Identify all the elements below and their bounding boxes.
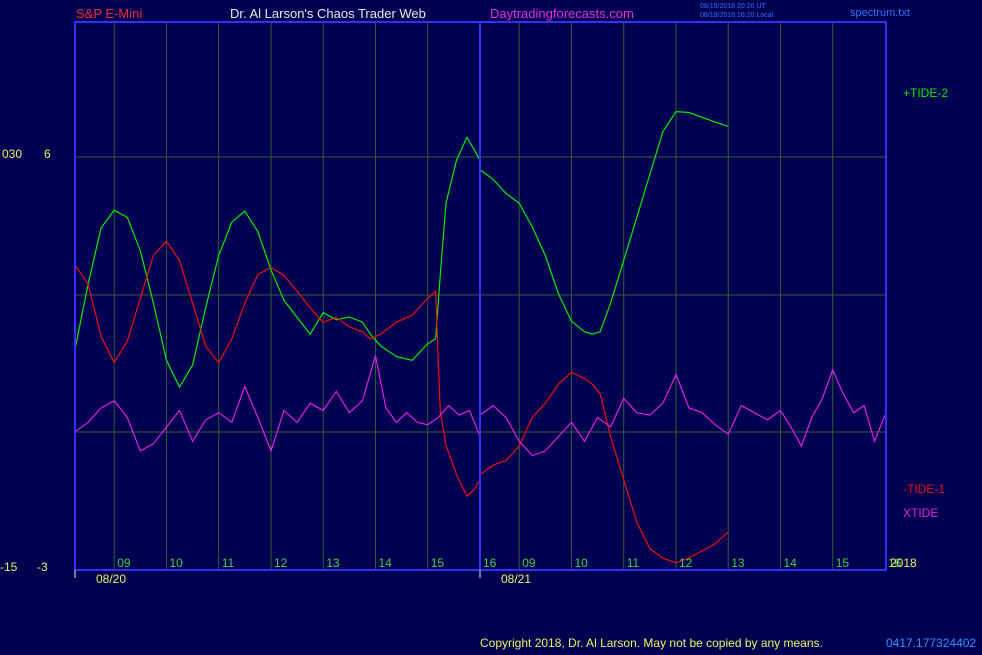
day-label-0: 08/20 xyxy=(96,572,126,586)
copyright-text: Copyright 2018, Dr. Al Larson. May not b… xyxy=(480,636,823,650)
hour-tick-label: 09 xyxy=(117,556,131,570)
series-line-0 xyxy=(74,110,729,389)
frame-layer xyxy=(74,21,887,578)
tick-label-layer: 09 10 11 12 13 14 15 16 09 10 11 12 13 14 15 16 xyxy=(117,556,901,570)
hour-tick-label: 10 xyxy=(574,556,588,570)
hour-tick-label: 16 xyxy=(483,556,497,570)
hour-tick-label: 14 xyxy=(783,556,797,570)
y-label-lower-right: -3 xyxy=(37,560,48,574)
hour-tick-label: 13 xyxy=(326,556,340,570)
series-line-1 xyxy=(74,240,729,564)
timestamp-ut: 08/19/2018 20:20 UT xyxy=(700,3,766,10)
day-label-1: 08/21 xyxy=(501,572,531,586)
hour-tick-label: 15 xyxy=(836,556,850,570)
symbol-label: S&P E-Mini xyxy=(76,6,142,21)
hour-tick-label: 11 xyxy=(627,556,640,570)
hour-tick-label: 12 xyxy=(679,556,693,570)
file-name: spectrum.txt xyxy=(850,7,910,19)
author-label: Dr. Al Larson's Chaos Trader Web xyxy=(230,6,426,21)
hour-tick-label: 12 xyxy=(274,556,288,570)
hour-tick-label: 09 xyxy=(522,556,536,570)
site-label: Daytradingforecasts.com xyxy=(490,6,634,21)
timestamp-local: 08/19/2018 16:20 Local xyxy=(700,12,774,19)
series-label-tide2: +TIDE-2 xyxy=(903,86,948,100)
y-label-lower-left: -15 xyxy=(0,560,18,574)
year-label: 2018 xyxy=(890,556,917,570)
hour-tick-label: 13 xyxy=(731,556,745,570)
series-label-tide1: -TIDE-1 xyxy=(903,482,945,496)
hour-tick-label: 14 xyxy=(378,556,392,570)
hour-tick-label: 10 xyxy=(169,556,183,570)
hour-tick-label: 11 xyxy=(222,556,235,570)
y-label-upper-right: 6 xyxy=(44,147,51,161)
series-label-xtide: XTIDE xyxy=(903,506,938,520)
hour-tick-label: 15 xyxy=(431,556,445,570)
run-id: 0417.177324402 xyxy=(886,636,976,650)
y-label-upper-left: 030 xyxy=(2,147,22,161)
hour-tick-label: 16 xyxy=(888,556,902,570)
